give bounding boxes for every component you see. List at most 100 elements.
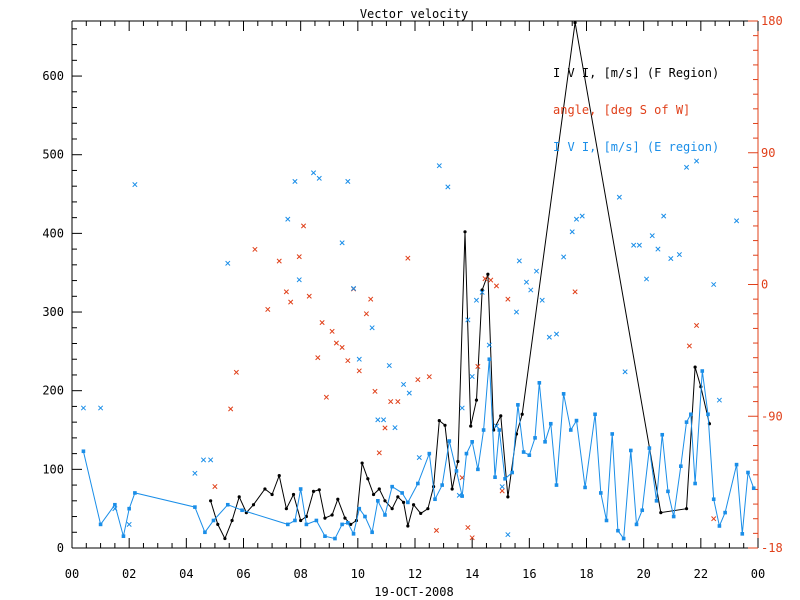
legend: I V I, [m/s] (F Region) angle, [deg S of… [553, 66, 719, 154]
e-region-scatter-point [655, 246, 661, 252]
angle-point [465, 524, 471, 531]
angle-point [212, 483, 218, 490]
e-region-point [647, 446, 652, 450]
angle-point-stroke-b [319, 320, 325, 326]
e-region-point [376, 499, 380, 503]
e-region-point [460, 494, 464, 498]
f-region-point [299, 518, 303, 523]
e-region-scatter-point-stroke-b [356, 356, 362, 362]
e-region-point [293, 518, 297, 523]
e-region-point [593, 412, 597, 417]
e-region-point [671, 514, 676, 519]
e-region-scatter-point [310, 170, 317, 176]
angle-point-stroke-b [686, 343, 692, 349]
e-region-point [133, 491, 137, 495]
e-region-scatter-point-stroke-b [622, 369, 628, 375]
e-region-point [225, 502, 230, 507]
e-region-scatter-point-stroke-b [479, 289, 485, 295]
series-layer [80, 20, 756, 541]
series-line-2 [82, 359, 755, 540]
f-region-point [480, 288, 484, 292]
angle-point-stroke-b [499, 488, 505, 494]
e-region-point [516, 403, 520, 407]
e-region-scatter-point [285, 216, 291, 222]
e-region-scatter-point [292, 178, 298, 185]
angle-point-stroke-b [363, 311, 369, 317]
angle-point-stroke-b [405, 255, 411, 261]
e-region-scatter-point [401, 381, 407, 387]
angle-point-stroke-b [265, 306, 271, 312]
angle-point [283, 289, 289, 295]
e-region-point [357, 506, 362, 511]
e-region-scatter-point-stroke-b [401, 381, 407, 387]
e-region-point [548, 421, 553, 426]
angle-point [300, 223, 307, 229]
f-region-point [377, 487, 381, 491]
angle-point [415, 377, 421, 383]
e-region-point [470, 440, 474, 444]
f-region-point [317, 488, 321, 492]
e-region-scatter-point-stroke-b [486, 342, 492, 348]
e-region-point [476, 467, 480, 472]
f-region-point [469, 424, 473, 428]
f-region-point [223, 536, 227, 541]
angle-point [493, 283, 500, 289]
e-region-scatter-point-stroke-b [631, 242, 637, 248]
angle-point [265, 306, 271, 312]
e-region-scatter-point-stroke-b [386, 362, 392, 369]
angle-point-stroke-b [426, 374, 432, 380]
e-region-scatter-point-stroke-b [668, 255, 674, 262]
e-region-scatter-point [683, 164, 690, 170]
axes: 00 02 04 06 08 10 12 14 16 18 20 22 0001002003004005… [42, 14, 782, 581]
e-region-point [314, 518, 319, 523]
e-region-point [693, 481, 697, 486]
e-region-scatter-point [132, 182, 138, 188]
e-region-point [527, 453, 532, 457]
angle-point [288, 299, 294, 305]
angle-point-stroke-b [415, 377, 421, 383]
angle-point-stroke-b [233, 369, 239, 375]
e-region-scatter-point-stroke-b [533, 268, 540, 274]
angle-point-stroke-b [572, 289, 578, 295]
e-region-scatter-point [479, 289, 485, 295]
e-region-scatter-point-stroke-b [561, 254, 567, 260]
angle-point [711, 516, 717, 522]
y-left-tick-label: 600 [42, 69, 64, 83]
e-region-point [346, 521, 350, 525]
e-region-scatter-point [486, 342, 492, 348]
e-region-point [481, 428, 486, 432]
x-tick-label: 16 [522, 567, 536, 581]
angle-point-stroke-b [482, 276, 488, 282]
e-region-point [734, 462, 739, 467]
angle-point-stroke-b [376, 450, 382, 456]
e-region-point [81, 449, 86, 454]
e-region-point [333, 536, 337, 541]
e-region-scatter-point [631, 242, 637, 248]
e-region-point [568, 428, 573, 432]
f-region-point [506, 495, 510, 499]
e-region-point [193, 505, 197, 509]
e-region-scatter-point-stroke-b [200, 457, 207, 463]
e-region-scatter-point-stroke-b [616, 194, 622, 200]
e-region-point [533, 436, 537, 440]
f-region-point [443, 423, 447, 427]
y-right-tick-label: -90 [761, 409, 783, 423]
e-region-scatter-point-stroke-b [296, 277, 302, 283]
angle-point-stroke-b [339, 344, 345, 351]
e-region-scatter-point [649, 233, 655, 239]
e-region-scatter-point [676, 252, 682, 258]
angle-point [276, 258, 282, 264]
e-region-point [304, 522, 309, 527]
e-region-scatter-point [528, 287, 534, 293]
f-region-point [450, 487, 454, 491]
e-region-point [621, 536, 626, 541]
f-region-point [383, 499, 387, 503]
angle-point-stroke-b [488, 277, 494, 283]
y-right-tick-label: -18 [761, 541, 783, 555]
f-region-point [311, 489, 316, 493]
angle-point-stroke-b [296, 254, 302, 260]
e-region-scatter-point [375, 417, 381, 423]
e-region-scatter-point [200, 457, 207, 463]
e-region-scatter-point [296, 277, 302, 283]
